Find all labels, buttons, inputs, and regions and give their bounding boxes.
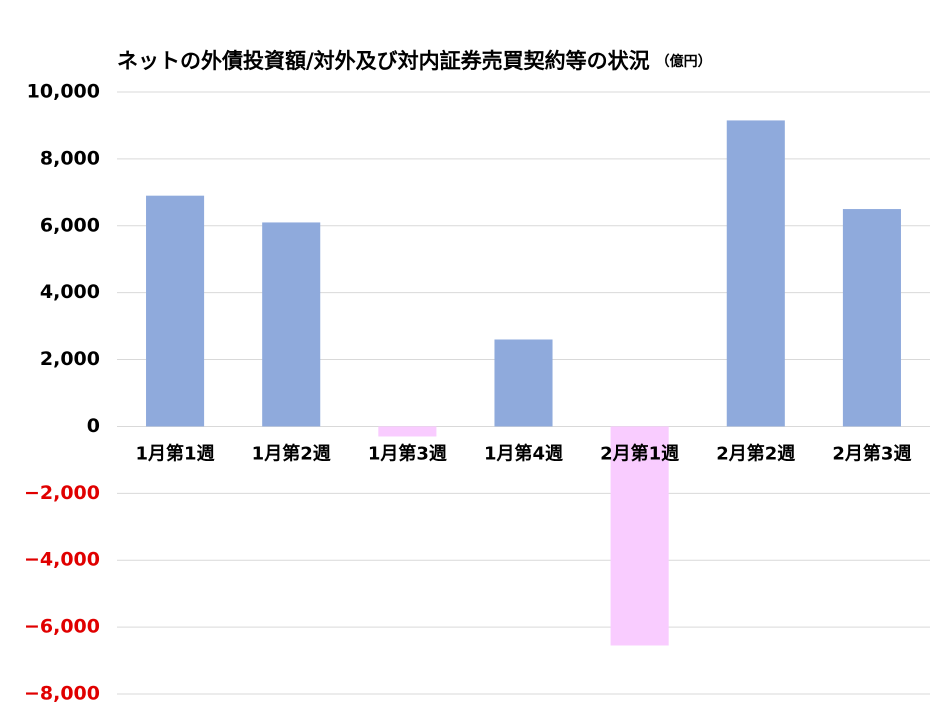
y-tick-label: −8,000 — [24, 683, 100, 705]
bar — [610, 426, 669, 646]
y-tick-label: −6,000 — [24, 616, 100, 638]
x-tick-label: 2月第2週 — [716, 442, 795, 464]
x-tick-label: 1月第2週 — [252, 442, 331, 464]
y-tick-label: −2,000 — [24, 482, 100, 504]
y-tick-label: 0 — [87, 415, 100, 437]
x-tick-label: 1月第3週 — [368, 442, 447, 464]
x-tick-label: 1月第1週 — [136, 442, 215, 464]
y-tick-label: 10,000 — [27, 81, 100, 103]
y-tick-label: 4,000 — [40, 281, 100, 303]
x-tick-label: 1月第4週 — [484, 442, 563, 464]
y-tick-label: 2,000 — [40, 348, 100, 370]
bar — [494, 339, 553, 427]
y-tick-label: 8,000 — [40, 147, 100, 169]
title-text: ネットの外債投資額/対外及び対内証券売買契約等の状況 — [117, 49, 650, 73]
bar — [726, 120, 785, 427]
x-tick-label: 2月第1週 — [600, 442, 679, 464]
bar — [262, 222, 321, 427]
y-tick-label: −4,000 — [24, 549, 100, 571]
bar — [842, 209, 901, 427]
unit-text: （億円） — [656, 53, 712, 70]
bar — [146, 195, 205, 427]
y-tick-label: 6,000 — [40, 214, 100, 236]
chart-title: ネットの外債投資額/対外及び対内証券売買契約等の状況 （億円） — [117, 49, 712, 73]
bar — [378, 426, 437, 437]
x-tick-label: 2月第3週 — [832, 442, 911, 464]
